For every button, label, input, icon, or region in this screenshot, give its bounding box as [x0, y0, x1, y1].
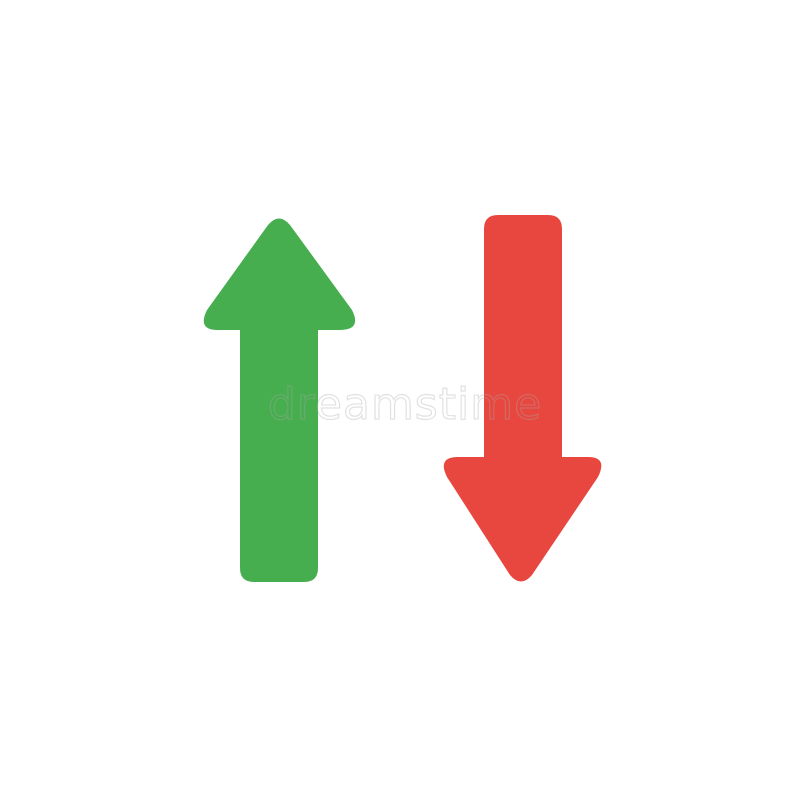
- arrow-up-icon: [203, 218, 356, 582]
- arrow-down-icon: [443, 215, 602, 582]
